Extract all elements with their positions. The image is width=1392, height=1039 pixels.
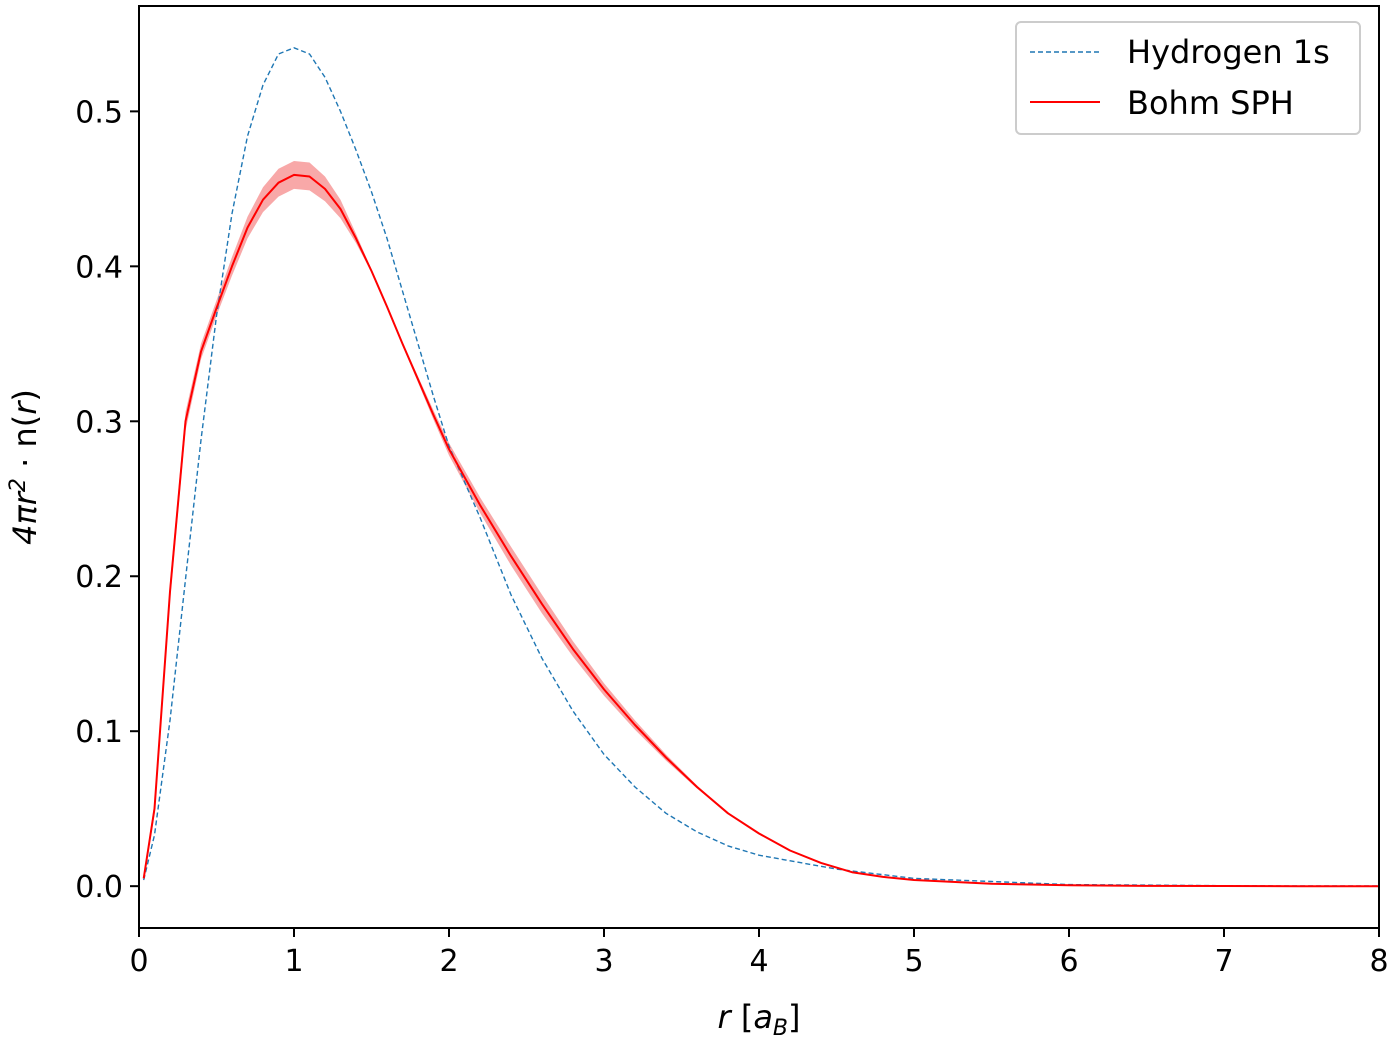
y-tick-label: 0.0 xyxy=(75,870,123,905)
x-tick-label: 7 xyxy=(1214,944,1233,979)
bohm-sph-uncertainty-band xyxy=(143,161,1380,887)
y-tick-label: 0.4 xyxy=(75,250,123,285)
x-tick-label: 4 xyxy=(749,944,768,979)
y-tick-label: 0.2 xyxy=(75,560,123,595)
series-line-bohm-sph xyxy=(142,173,1379,888)
x-axis-title: r [aB] xyxy=(718,998,801,1039)
legend: Hydrogen 1s Bohm SPH xyxy=(1015,21,1361,135)
x-tick-label: 1 xyxy=(284,944,303,979)
x-tick-label: 0 xyxy=(129,944,148,979)
legend-label-bohm: Bohm SPH xyxy=(1127,84,1294,122)
x-tick-label: 3 xyxy=(594,944,613,979)
y-tick-label: 0.3 xyxy=(75,405,123,440)
series-line-hydrogen-1s xyxy=(143,47,1379,887)
x-axis-ticks: 0 1 2 3 4 5 6 7 8 xyxy=(129,928,1389,979)
legend-box xyxy=(1015,21,1361,135)
y-tick-label: 0.5 xyxy=(75,95,123,130)
x-tick-label: 6 xyxy=(1059,944,1078,979)
legend-label-hydrogen: Hydrogen 1s xyxy=(1127,33,1330,71)
x-tick-label: 5 xyxy=(904,944,923,979)
plot-frame xyxy=(138,5,1380,929)
confidence-band-layer xyxy=(143,161,1380,887)
x-tick-label: 8 xyxy=(1369,944,1388,979)
x-tick-label: 2 xyxy=(439,944,458,979)
y-axis-ticks: 0.0 0.1 0.2 0.3 0.4 0.5 xyxy=(75,95,139,905)
y-axis-title: 4πr2 · n(r) xyxy=(6,389,44,545)
y-tick-label: 0.1 xyxy=(75,715,123,750)
series-line-layer xyxy=(142,47,1379,888)
